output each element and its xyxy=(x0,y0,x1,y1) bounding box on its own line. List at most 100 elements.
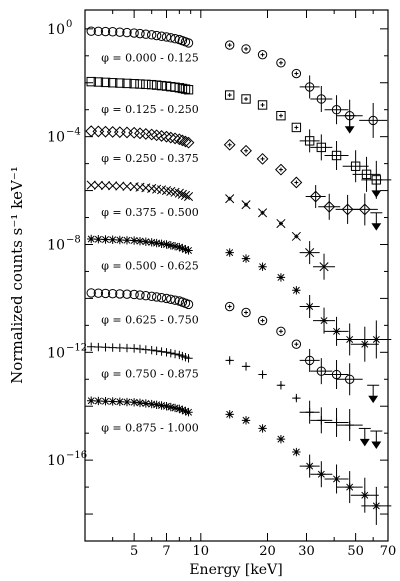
data-point xyxy=(115,27,125,37)
data-point xyxy=(135,236,145,246)
data-point xyxy=(135,290,145,300)
data-point xyxy=(166,241,175,250)
series-0 xyxy=(86,26,388,138)
data-point xyxy=(275,163,287,176)
data-point xyxy=(147,345,156,355)
data-point xyxy=(368,115,378,126)
data-point xyxy=(92,125,105,138)
x-tick-label: 30 xyxy=(298,544,315,559)
data-point xyxy=(166,348,175,358)
upper-limit-arrowhead xyxy=(371,190,382,198)
data-point xyxy=(129,289,139,300)
data-point xyxy=(135,79,145,89)
data-point xyxy=(305,248,315,258)
data-point xyxy=(162,402,171,411)
data-point xyxy=(241,416,251,425)
x-tick-label: 5 xyxy=(130,544,138,559)
data-point xyxy=(258,370,267,379)
upper-limit-arrowhead xyxy=(344,126,355,134)
data-point xyxy=(122,289,132,299)
series-layer xyxy=(85,26,392,525)
data-point xyxy=(257,49,268,60)
data-point xyxy=(135,344,145,354)
y-tick-label: 10 xyxy=(47,22,65,38)
data-point xyxy=(305,408,314,417)
data-point xyxy=(151,80,162,90)
data-point xyxy=(332,327,341,336)
data-point xyxy=(178,405,187,415)
data-point xyxy=(169,132,181,145)
data-point xyxy=(225,410,234,419)
data-point xyxy=(86,26,96,36)
data-point xyxy=(107,27,118,37)
x-tick-label: 10 xyxy=(193,544,210,559)
y-tick-label: 10 xyxy=(47,237,65,253)
series-4 xyxy=(87,234,392,362)
data-point xyxy=(276,218,286,229)
data-point xyxy=(332,418,341,427)
data-point xyxy=(224,90,235,100)
y-tick-exponent: 0 xyxy=(66,19,72,30)
data-point xyxy=(304,136,315,146)
phase-label: φ = 0.875 - 1.000 xyxy=(101,421,199,434)
y-tick-exponent: −12 xyxy=(66,342,87,353)
y-tick-exponent: −8 xyxy=(66,234,81,245)
data-point xyxy=(147,238,156,247)
data-point xyxy=(183,299,194,310)
data-point xyxy=(178,244,187,253)
data-point xyxy=(156,31,167,41)
data-point xyxy=(181,245,190,254)
phase-label: φ = 0.375 - 0.500 xyxy=(101,206,199,219)
data-point xyxy=(170,403,180,413)
data-point xyxy=(107,288,118,299)
data-point xyxy=(170,295,180,305)
data-point xyxy=(99,125,112,138)
phase-label: φ = 0.500 - 0.625 xyxy=(101,260,199,273)
data-point xyxy=(241,200,251,210)
y-tick-label: 10 xyxy=(47,453,65,469)
data-point xyxy=(162,240,171,249)
data-point xyxy=(291,68,302,79)
data-point xyxy=(122,78,132,89)
data-point xyxy=(170,242,180,251)
data-point xyxy=(93,288,104,298)
data-point xyxy=(292,447,301,457)
data-point xyxy=(175,404,184,414)
data-point xyxy=(122,181,132,191)
x-tick-label: 20 xyxy=(259,544,276,559)
data-point xyxy=(87,234,96,244)
data-point xyxy=(305,302,314,311)
data-point xyxy=(122,27,132,38)
data-point xyxy=(345,335,354,344)
data-point xyxy=(258,208,268,218)
data-point xyxy=(292,286,301,295)
data-point xyxy=(304,355,315,366)
y-tick-label: 10 xyxy=(47,130,65,146)
data-point xyxy=(316,94,327,104)
data-point xyxy=(319,262,329,272)
phase-label: φ = 0.125 - 0.250 xyxy=(101,103,199,116)
data-point xyxy=(141,29,151,39)
data-point xyxy=(108,397,117,406)
data-point xyxy=(147,399,156,409)
data-point xyxy=(361,169,372,180)
data-point xyxy=(258,262,267,271)
data-point xyxy=(360,491,370,500)
data-point xyxy=(141,290,151,301)
data-point xyxy=(358,203,371,216)
data-point xyxy=(319,316,329,325)
data-point xyxy=(345,420,354,430)
data-point xyxy=(332,474,341,484)
data-point xyxy=(86,288,96,298)
data-point xyxy=(146,79,157,90)
data-point xyxy=(341,203,354,216)
data-point xyxy=(223,138,236,151)
data-point xyxy=(100,181,111,191)
plot-frame xyxy=(84,9,389,542)
data-point xyxy=(177,83,188,94)
data-point xyxy=(224,40,235,50)
data-point xyxy=(316,142,327,153)
data-point xyxy=(121,126,133,139)
data-point xyxy=(183,85,194,95)
